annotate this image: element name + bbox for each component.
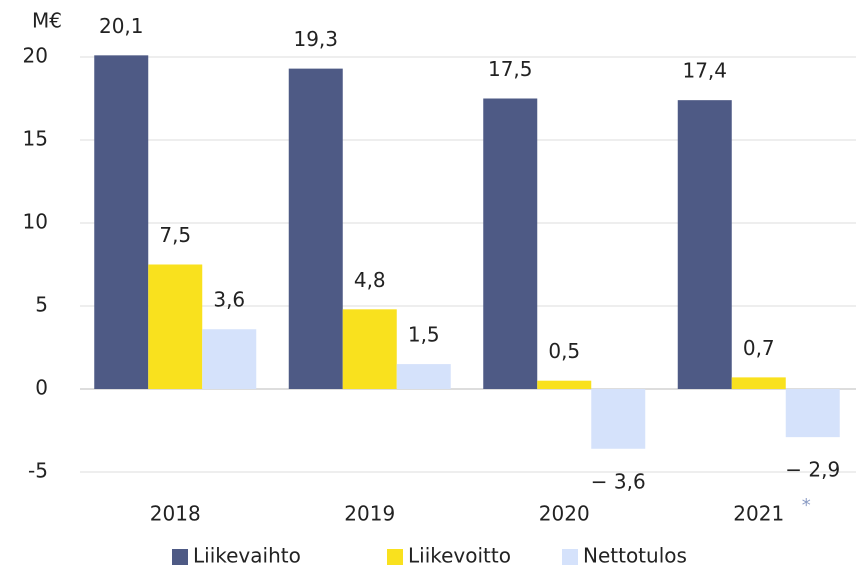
bar [785,389,840,438]
bar [202,329,257,389]
legend-label: Liikevoitto [408,544,511,568]
bar [483,98,538,389]
y-unit: M€ [32,9,62,33]
legend-swatch [562,549,578,565]
value-label: 19,3 [293,27,338,51]
x-tick-label: 2018 [150,502,201,526]
y-tick-label: 0 [35,376,48,400]
value-label: − 2,9 [785,458,840,482]
bar [396,364,451,389]
value-label: − 3,6 [591,469,646,493]
bar [94,55,149,390]
legend-swatch [387,549,403,565]
y-tick-label: 15 [23,127,48,151]
value-label: 20,1 [99,14,144,38]
legend-label: Liikevaihto [193,544,301,568]
legend-label: Nettotulos [583,544,687,568]
value-label: 0,5 [548,339,580,363]
value-label: 4,8 [354,268,386,292]
value-label: 17,4 [682,59,727,83]
bar [677,100,732,389]
bar [731,377,786,389]
annotation: * [802,495,811,516]
bar [288,68,343,390]
bar [591,389,646,449]
legend-swatch [172,549,188,565]
x-tick-label: 2021 [733,502,784,526]
bar [537,380,592,389]
y-tick-label: 5 [35,293,48,317]
value-label: 1,5 [408,323,440,347]
x-tick-label: 2020 [539,502,590,526]
value-label: 0,7 [743,336,775,360]
value-label: 17,5 [488,57,533,81]
value-label: 3,6 [213,288,245,312]
x-tick-label: 2019 [344,502,395,526]
y-tick-label: 10 [23,210,48,234]
bar [148,264,203,389]
value-label: 7,5 [159,223,191,247]
y-tick-label: -5 [28,459,48,483]
y-tick-label: 20 [23,44,48,68]
bar [342,309,397,389]
